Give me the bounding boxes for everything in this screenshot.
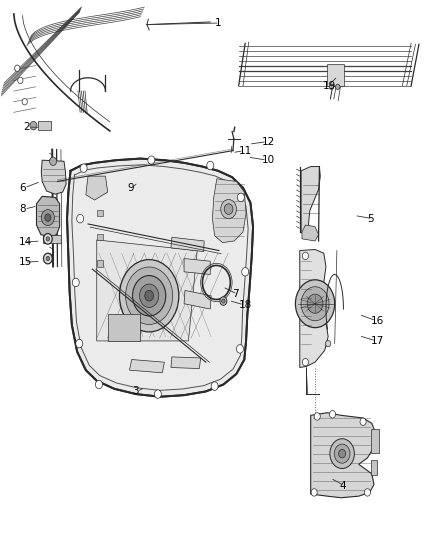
Circle shape — [220, 297, 227, 305]
Polygon shape — [212, 179, 246, 243]
Circle shape — [330, 439, 354, 469]
Circle shape — [133, 276, 166, 316]
Circle shape — [329, 84, 334, 90]
Circle shape — [224, 204, 233, 214]
Text: 19: 19 — [323, 81, 336, 91]
Polygon shape — [184, 259, 210, 274]
Text: 4: 4 — [339, 481, 346, 490]
Circle shape — [140, 284, 159, 308]
Text: 1: 1 — [215, 18, 221, 28]
Circle shape — [222, 299, 225, 303]
Bar — [97, 233, 103, 240]
Text: 15: 15 — [19, 257, 32, 267]
Text: 5: 5 — [367, 214, 374, 224]
Bar — [327, 64, 344, 86]
Circle shape — [41, 209, 54, 225]
Bar — [43, 235, 61, 243]
Polygon shape — [67, 159, 253, 397]
Polygon shape — [97, 240, 197, 341]
Circle shape — [237, 345, 244, 353]
Circle shape — [364, 489, 371, 496]
Circle shape — [221, 199, 237, 219]
Text: 10: 10 — [262, 155, 275, 165]
Text: 18: 18 — [239, 300, 252, 310]
Circle shape — [22, 99, 27, 105]
Circle shape — [301, 287, 329, 321]
Bar — [97, 260, 103, 266]
Circle shape — [43, 233, 52, 244]
Text: 16: 16 — [371, 316, 384, 326]
Circle shape — [311, 489, 317, 496]
Polygon shape — [171, 237, 204, 252]
Bar — [371, 429, 379, 453]
Bar — [38, 121, 51, 131]
Bar — [97, 209, 103, 216]
Circle shape — [211, 382, 218, 390]
Text: 9: 9 — [127, 183, 134, 193]
Polygon shape — [41, 160, 66, 194]
Polygon shape — [36, 196, 60, 237]
Text: 7: 7 — [232, 289, 239, 299]
Text: 14: 14 — [19, 237, 32, 247]
Circle shape — [43, 253, 52, 264]
Circle shape — [242, 268, 249, 276]
Circle shape — [307, 294, 323, 313]
Circle shape — [14, 65, 20, 71]
Bar — [371, 460, 378, 475]
Circle shape — [237, 193, 244, 201]
Circle shape — [154, 390, 161, 398]
Polygon shape — [301, 166, 320, 239]
Circle shape — [336, 84, 340, 90]
Circle shape — [207, 161, 214, 169]
Circle shape — [46, 237, 49, 241]
Circle shape — [49, 157, 57, 165]
Circle shape — [334, 444, 350, 463]
Polygon shape — [130, 360, 164, 373]
Circle shape — [18, 77, 23, 84]
Circle shape — [45, 214, 51, 221]
Circle shape — [295, 280, 335, 328]
Polygon shape — [311, 413, 375, 498]
Circle shape — [148, 156, 155, 165]
Polygon shape — [300, 249, 328, 368]
Circle shape — [72, 278, 79, 287]
Polygon shape — [86, 176, 108, 200]
Circle shape — [360, 418, 366, 425]
Circle shape — [77, 214, 84, 223]
Text: 17: 17 — [371, 336, 384, 346]
Circle shape — [120, 260, 179, 332]
Circle shape — [325, 341, 331, 347]
Text: 6: 6 — [19, 183, 26, 193]
Bar — [108, 314, 141, 341]
Text: 8: 8 — [19, 204, 26, 214]
Circle shape — [302, 359, 308, 366]
Circle shape — [329, 410, 336, 418]
Circle shape — [302, 252, 308, 260]
Text: 2: 2 — [23, 122, 30, 132]
Text: 11: 11 — [239, 146, 252, 156]
Text: 3: 3 — [132, 386, 138, 397]
Circle shape — [95, 380, 102, 389]
Polygon shape — [184, 290, 211, 309]
Circle shape — [314, 413, 320, 420]
Polygon shape — [171, 357, 201, 368]
Circle shape — [126, 267, 173, 325]
Circle shape — [339, 449, 346, 458]
Circle shape — [46, 256, 49, 261]
Circle shape — [76, 340, 83, 348]
Circle shape — [30, 122, 37, 130]
Circle shape — [80, 164, 87, 172]
Circle shape — [145, 290, 153, 301]
Text: 12: 12 — [262, 136, 275, 147]
Polygon shape — [302, 225, 318, 241]
